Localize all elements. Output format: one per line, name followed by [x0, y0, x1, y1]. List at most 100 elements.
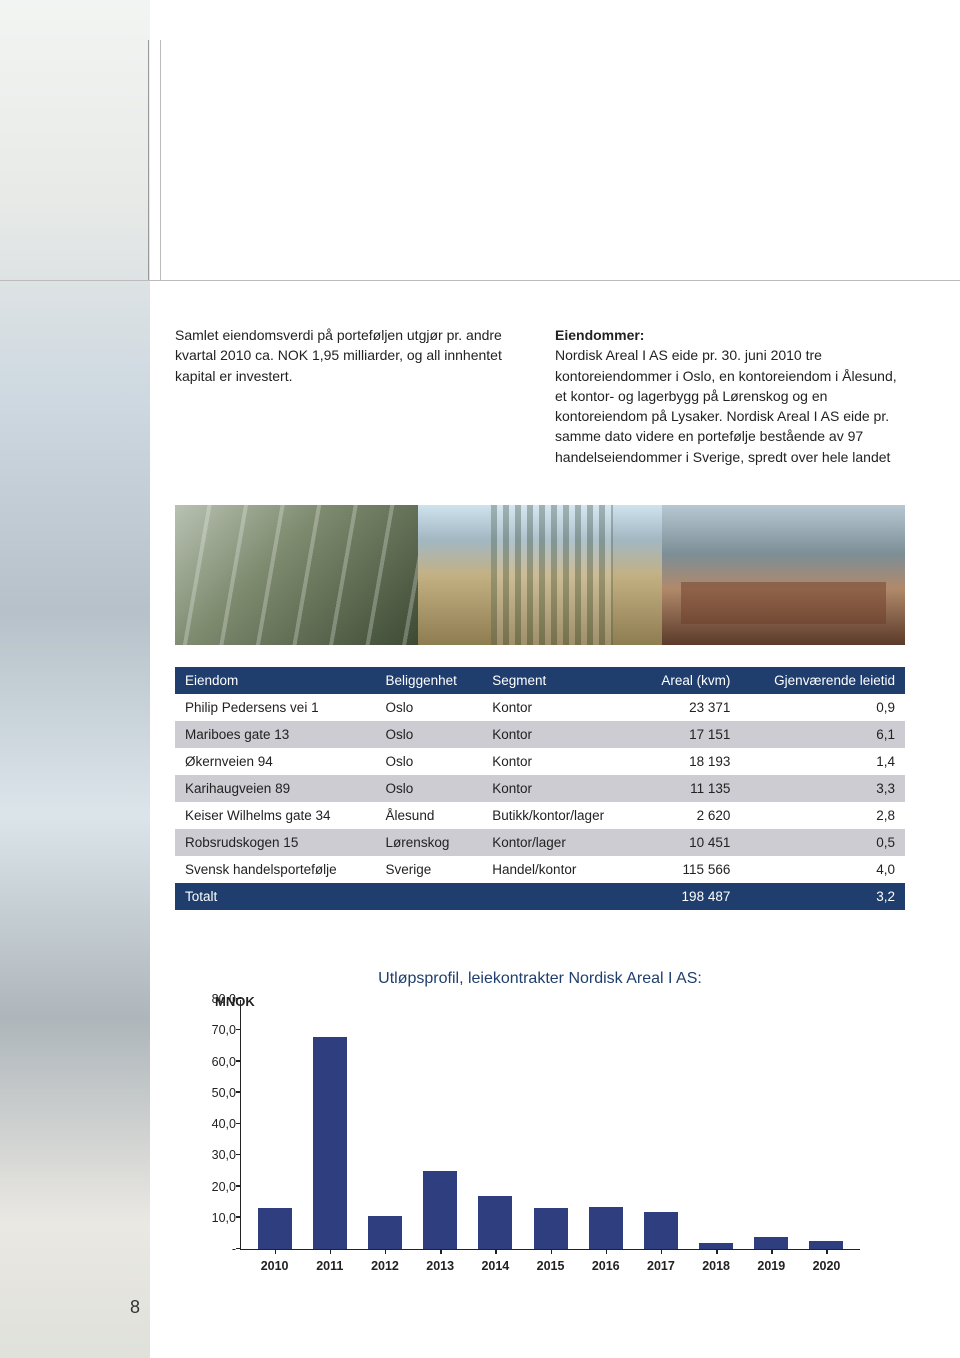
- table-cell: 115 566: [636, 856, 740, 883]
- chart-bar-slot: 2018: [689, 1243, 744, 1249]
- table-row: Robsrudskogen 15LørenskogKontor/lager10 …: [175, 829, 905, 856]
- chart-ytick-mark: [236, 1060, 241, 1062]
- table-cell: 18 193: [636, 748, 740, 775]
- chart-bar-slot: 2015: [523, 1208, 578, 1249]
- table-cell: Philip Pedersens vei 1: [175, 694, 376, 721]
- table-cell: Handel/kontor: [482, 856, 636, 883]
- chart-ytick-mark: [236, 1248, 241, 1250]
- table-row: Keiser Wilhelms gate 34ÅlesundButikk/kon…: [175, 802, 905, 829]
- chart-xlabel: 2018: [702, 1259, 730, 1273]
- chart-ytick-label: 80,0: [196, 992, 236, 1006]
- table-cell: 0,9: [740, 694, 905, 721]
- chart-ytick-mark: [236, 1029, 241, 1031]
- table-cell: 0,5: [740, 829, 905, 856]
- table-total-cell: 198 487: [636, 883, 740, 910]
- table-cell: Mariboes gate 13: [175, 721, 376, 748]
- chart-xtick: [606, 1249, 608, 1254]
- table-row: Philip Pedersens vei 1OsloKontor23 3710,…: [175, 694, 905, 721]
- table-header-cell: Beliggenhet: [376, 667, 483, 694]
- chart-ytick-mark: [236, 998, 241, 1000]
- lease-chart-section: Utløpsprofil, leiekontrakter Nordisk Are…: [175, 970, 905, 1290]
- table-cell: Butikk/kontor/lager: [482, 802, 636, 829]
- table-cell: Ålesund: [376, 802, 483, 829]
- table-header-cell: Gjenværende leietid: [740, 667, 905, 694]
- table-head: EiendomBeliggenhetSegmentAreal (kvm)Gjen…: [175, 667, 905, 694]
- table-header-cell: Segment: [482, 667, 636, 694]
- table-cell: 3,3: [740, 775, 905, 802]
- table-total-cell: Totalt: [175, 883, 376, 910]
- chart-xlabel: 2017: [647, 1259, 675, 1273]
- table-cell: Kontor: [482, 748, 636, 775]
- table-total-row: Totalt198 4873,2: [175, 883, 905, 910]
- table-cell: Kontor: [482, 721, 636, 748]
- table-cell: Kontor: [482, 775, 636, 802]
- table-cell: 2,8: [740, 802, 905, 829]
- intro-right-column: Eiendommer: Nordisk Areal I AS eide pr. …: [555, 325, 905, 467]
- table-cell: 2 620: [636, 802, 740, 829]
- chart-xtick: [551, 1249, 553, 1254]
- table-total-cell: [376, 883, 483, 910]
- chart-xtick: [826, 1249, 828, 1254]
- chart-bar: [258, 1208, 292, 1249]
- chart-bar-slot: 2014: [468, 1196, 523, 1249]
- vertical-rule: [148, 40, 149, 280]
- table-cell: Lørenskog: [376, 829, 483, 856]
- chart-bar-slot: 2017: [633, 1212, 688, 1250]
- intro-right-heading: Eiendommer:: [555, 327, 644, 343]
- table-cell: Oslo: [376, 748, 483, 775]
- intro-left-column: Samlet eiendomsverdi på porteføljen utgj…: [175, 325, 525, 467]
- chart-bar-slot: 2020: [799, 1241, 854, 1249]
- chart-ytick-label: 50,0: [196, 1086, 236, 1100]
- property-photo-1: [175, 505, 418, 645]
- property-table: EiendomBeliggenhetSegmentAreal (kvm)Gjen…: [175, 667, 905, 910]
- table-cell: 6,1: [740, 721, 905, 748]
- table-cell: 11 135: [636, 775, 740, 802]
- table-cell: Oslo: [376, 694, 483, 721]
- chart-xtick: [716, 1249, 718, 1254]
- chart-ytick-label: 60,0: [196, 1055, 236, 1069]
- chart-xlabel: 2015: [537, 1259, 565, 1273]
- table-cell: Karihaugveien 89: [175, 775, 376, 802]
- table-body: Philip Pedersens vei 1OsloKontor23 3710,…: [175, 694, 905, 910]
- chart-bar-slot: 2013: [413, 1171, 468, 1249]
- chart-ytick-mark: [236, 1185, 241, 1187]
- chart-title: Utløpsprofil, leiekontrakter Nordisk Are…: [175, 970, 905, 988]
- chart-ytick-mark: [236, 1154, 241, 1156]
- chart-bar: [478, 1196, 512, 1249]
- horizontal-rule: [0, 280, 960, 281]
- chart-xtick: [440, 1249, 442, 1254]
- table-cell: Oslo: [376, 721, 483, 748]
- table-cell: Keiser Wilhelms gate 34: [175, 802, 376, 829]
- chart-xtick: [385, 1249, 387, 1254]
- table-cell: Kontor: [482, 694, 636, 721]
- chart-bar: [644, 1212, 678, 1250]
- chart-xlabel: 2010: [261, 1259, 289, 1273]
- chart-bar: [313, 1037, 347, 1250]
- table-cell: 4,0: [740, 856, 905, 883]
- chart-bar-slot: 2016: [578, 1207, 633, 1249]
- chart-xtick: [330, 1249, 332, 1254]
- table-row: Svensk handelsporteføljeSverigeHandel/ko…: [175, 856, 905, 883]
- chart-xtick: [661, 1249, 663, 1254]
- table-cell: Robsrudskogen 15: [175, 829, 376, 856]
- table-cell: Oslo: [376, 775, 483, 802]
- chart-bar: [423, 1171, 457, 1249]
- property-photo-2: [418, 505, 661, 645]
- chart-ytick-label: 30,0: [196, 1148, 236, 1162]
- table-row: Mariboes gate 13OsloKontor17 1516,1: [175, 721, 905, 748]
- chart-bar-slot: 2012: [357, 1216, 412, 1249]
- chart-ytick-label: 70,0: [196, 1023, 236, 1037]
- table-cell: 10 451: [636, 829, 740, 856]
- table-header-cell: Areal (kvm): [636, 667, 740, 694]
- chart-ytick-mark: [236, 1216, 241, 1218]
- table-total-cell: [482, 883, 636, 910]
- chart-bar-slot: 2010: [247, 1208, 302, 1249]
- chart-xtick: [771, 1249, 773, 1254]
- page-number: 8: [130, 1297, 140, 1318]
- chart-plot-area: 2010201120122013201420152016201720182019…: [240, 1000, 860, 1250]
- table-row: Karihaugveien 89OsloKontor11 1353,3: [175, 775, 905, 802]
- chart-ytick-label: 10,0: [196, 1211, 236, 1225]
- chart-xlabel: 2012: [371, 1259, 399, 1273]
- chart-xlabel: 2019: [757, 1259, 785, 1273]
- chart-bar: [368, 1216, 402, 1249]
